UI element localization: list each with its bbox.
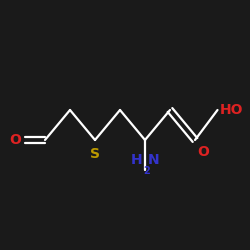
Text: O: O <box>10 133 21 147</box>
Text: O: O <box>198 145 209 159</box>
Text: H: H <box>131 154 142 168</box>
Text: N: N <box>148 154 159 168</box>
Text: S: S <box>90 148 100 162</box>
Text: 2: 2 <box>144 166 150 176</box>
Text: HO: HO <box>220 103 244 117</box>
